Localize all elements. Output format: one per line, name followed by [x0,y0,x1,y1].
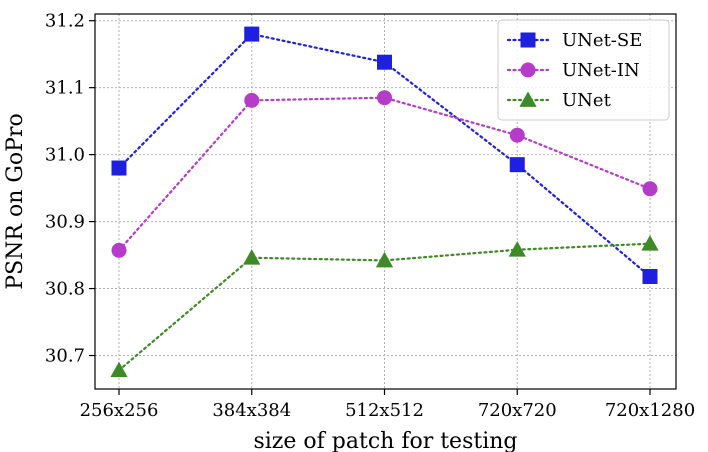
data-point [375,251,394,268]
data-point [243,249,261,265]
series-line [117,242,652,372]
data-point [111,242,127,258]
legend-marker [520,32,536,48]
plot-frame [94,13,677,390]
legend-label: UNet-IN [562,60,640,81]
legend-marker [520,62,536,78]
y-tick-label: 31.2 [45,11,85,32]
data-point [110,361,128,378]
data-point [642,181,658,197]
legend-marker [519,91,537,107]
x-axis-ticks: 256x256 384x384 512x512 720x720 720x1280 [80,389,695,421]
y-axis-label: PSNR on GoPro [3,113,28,289]
y-tick-label: 31.1 [45,78,85,99]
y-tick-label: 31.0 [45,145,85,166]
y-tick-label: 30.7 [45,346,85,367]
data-point [377,54,392,70]
legend-label: UNet-SE [562,30,642,51]
x-tick-label: 720x720 [478,400,557,421]
x-tick-label: 256x256 [80,400,159,421]
y-tick-label: 30.8 [45,279,85,300]
legend-box [497,19,670,121]
data-point [509,157,525,173]
data-point [508,241,526,257]
data-point [111,160,127,176]
x-tick-label: 720x1280 [605,400,695,421]
data-point [509,127,525,143]
data-point [642,269,658,284]
y-tick-label: 30.9 [45,212,85,233]
data-point [244,92,260,108]
x-tick-label: 512x512 [345,400,424,421]
data-point [244,26,260,42]
data-point [377,90,392,106]
legend-label: UNet [562,90,612,111]
y-axis-ticks: 30.7 30.8 30.9 31.0 31.1 31.2 [45,11,95,367]
legend: UNet-SE UNet-IN UNet [497,19,670,121]
x-axis-label: size of patch for testing [253,429,517,452]
x-tick-label: 384x384 [212,400,291,421]
data-point [641,235,659,251]
data-markers [110,26,659,378]
